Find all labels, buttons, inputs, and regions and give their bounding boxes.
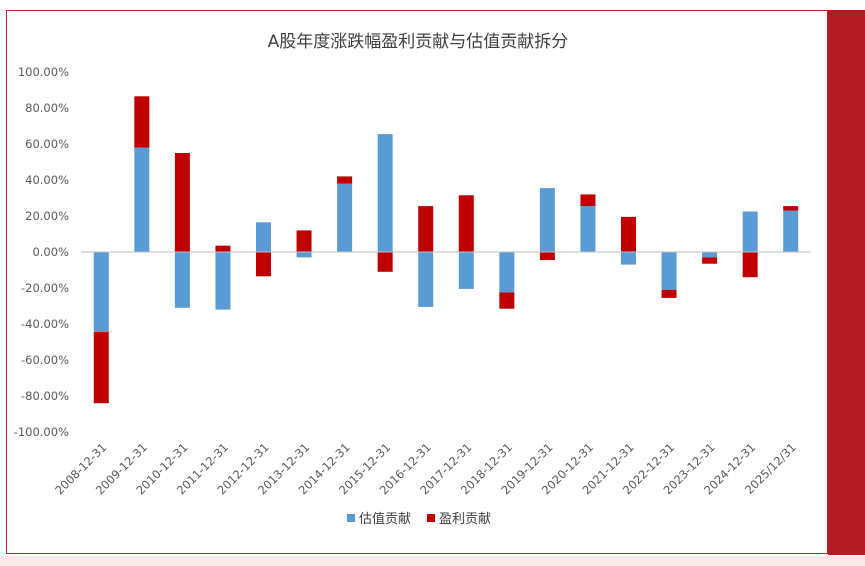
bar-earnings-2010-12-31 [174,153,190,252]
y-tick-label: 80.00% [25,101,69,115]
y-tick-label: 40.00% [25,173,69,187]
bar-valuation-2009-12-31 [134,147,150,252]
bar-valuation-2020-12-31 [580,206,596,252]
chart-title: A股年度涨跌幅盈利贡献与估值贡献拆分 [268,32,569,52]
x-axis-ticks: 2008-12-312009-12-312010-12-312011-12-31… [52,440,799,497]
bar-valuation-2018-12-31 [499,252,515,293]
bar-earnings-2016-12-31 [418,206,434,252]
bar-earnings-2013-12-31 [296,230,312,252]
y-tick-label: 100.00% [18,65,69,79]
y-tick-label: -80.00% [21,389,69,403]
y-axis-ticks: 100.00% 80.00% 60.00% 40.00% 20.00% 0.00% -20.… [14,65,69,439]
bar-earnings-2009-12-31 [134,96,150,148]
y-tick-label: 0.00% [32,245,69,259]
bar-valuation-2023-12-31 [702,252,718,258]
bar-valuation-2022-12-31 [661,252,677,290]
legend-label-valuation: 估值贡献 [359,511,411,527]
bar-earnings-2017-12-31 [458,195,474,252]
bar-earnings-2011-12-31 [215,245,231,252]
y-tick-label: -20.00% [21,281,69,295]
y-tick-label: -100.00% [14,425,69,439]
bar-earnings-2023-12-31 [702,257,718,264]
bar-earnings-2020-12-31 [580,194,596,207]
y-tick-label: 20.00% [25,209,69,223]
bar-valuation-2025/12/31 [783,210,799,252]
bar-valuation-2016-12-31 [418,252,434,307]
bar-earnings-2024-12-31 [742,252,758,278]
bar-earnings-2012-12-31 [256,252,271,277]
legend-swatch-valuation [347,514,355,522]
bar-earnings-2018-12-31 [499,292,515,309]
bar-earnings-2022-12-31 [661,289,677,298]
bar-valuation-2019-12-31 [539,188,555,252]
bar-earnings-2015-12-31 [377,252,393,272]
bar-earnings-2019-12-31 [539,252,555,261]
bar-valuation-2024-12-31 [742,211,758,252]
bar-valuation-2017-12-31 [458,252,474,289]
bar-valuation-2012-12-31 [256,222,271,252]
bottom-strip [0,556,865,566]
bar-valuation-2011-12-31 [215,252,231,310]
bar-valuation-2021-12-31 [621,252,636,265]
bar-valuation-2014-12-31 [337,183,353,252]
legend: 估值贡献 盈利贡献 [347,511,491,527]
bars-layer [93,96,799,404]
bar-earnings-2021-12-31 [621,216,636,252]
side-decoration-bar [828,10,865,555]
y-tick-label: -40.00% [21,317,69,331]
y-tick-label: -60.00% [21,353,69,367]
bar-earnings-2025/12/31 [783,206,799,211]
bar-earnings-2008-12-31 [93,332,109,404]
bar-valuation-2013-12-31 [296,252,312,258]
legend-label-earnings: 盈利贡献 [439,512,491,527]
bar-valuation-2010-12-31 [174,252,190,308]
bar-earnings-2014-12-31 [337,176,353,184]
y-tick-label: 60.00% [25,137,69,151]
legend-swatch-earnings [427,514,435,522]
bar-valuation-2008-12-31 [93,252,109,333]
bar-valuation-2015-12-31 [377,134,393,252]
